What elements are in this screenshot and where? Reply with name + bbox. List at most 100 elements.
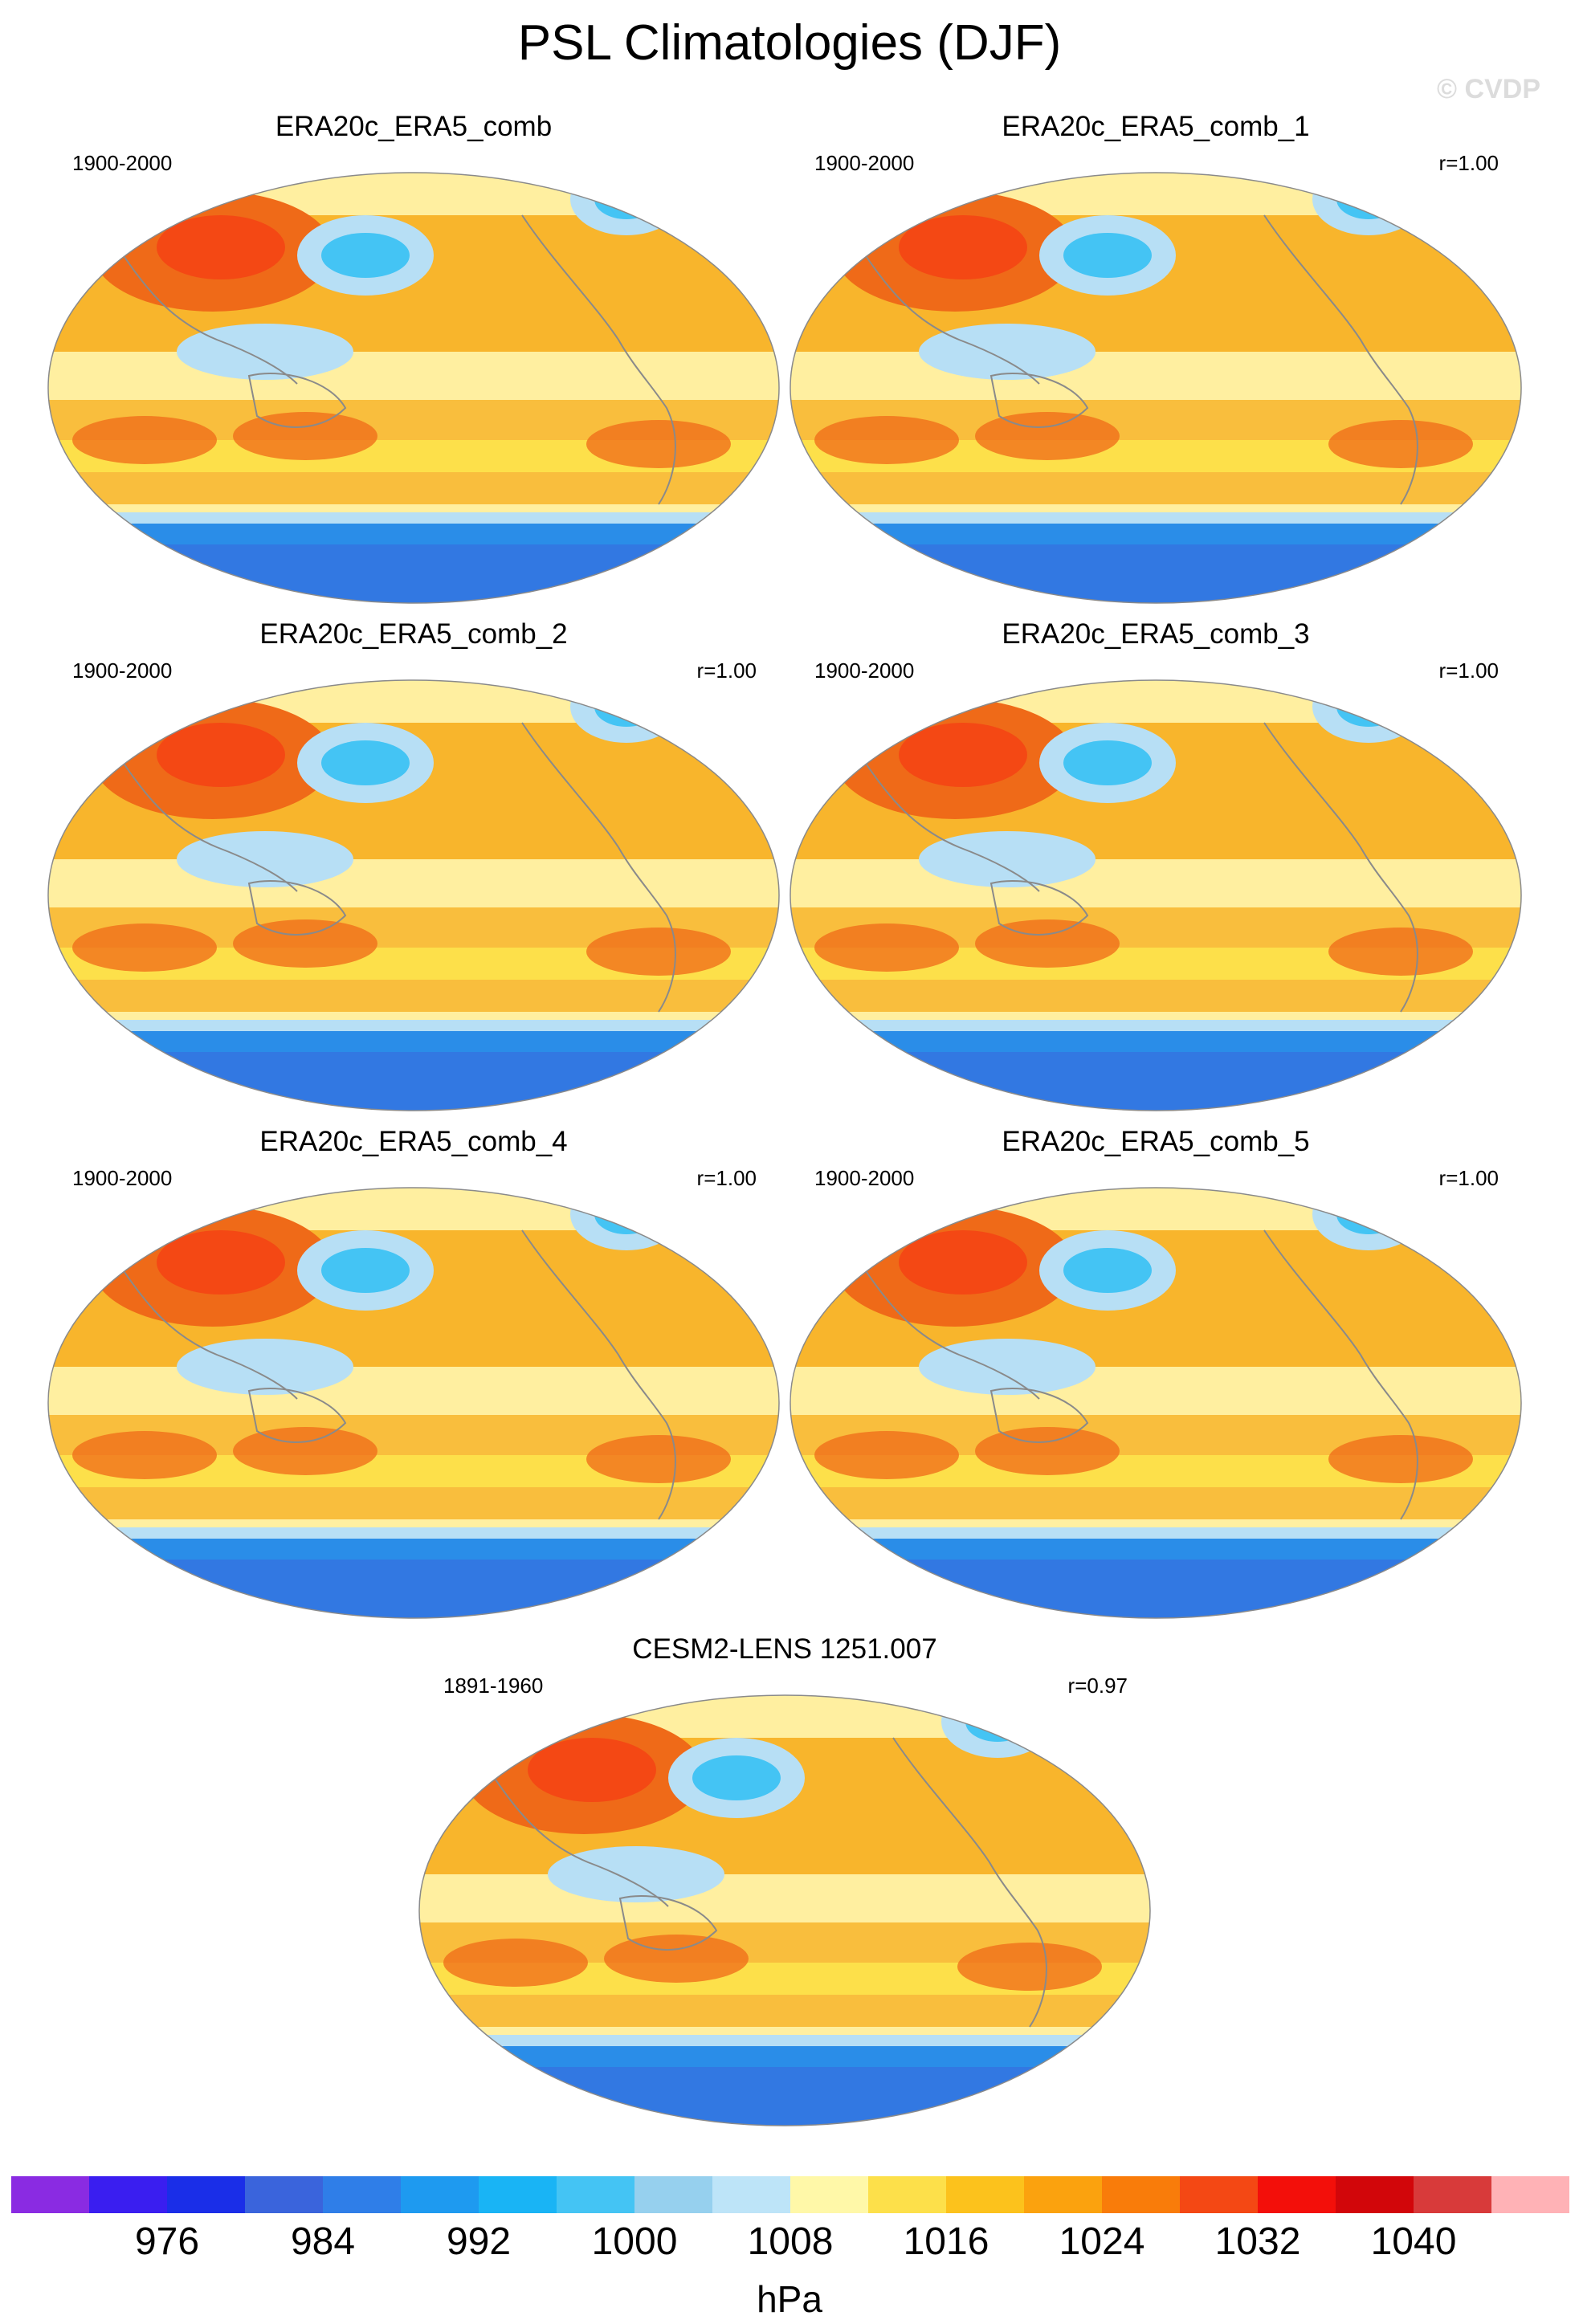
panel-title: CESM2-LENS 1251.007 [632,1633,937,1665]
map-field [419,1695,1150,2126]
subtropical-high [586,420,731,468]
coastline-americas [892,1737,1047,2028]
panel-title: ERA20c_ERA5_comb [275,111,553,142]
panel-correlation: r=1.00 [1438,658,1499,683]
subtropical-high [604,1935,749,1983]
subtropical-high [814,416,959,464]
colorbar-segment [479,2176,557,2213]
antarctic-edge [48,512,779,524]
colorbar-segment [11,2176,90,2213]
coastline-australia [247,373,347,428]
subtropical-high [814,923,959,972]
aleutian-low-core [321,740,410,785]
antarctic-core [790,544,1521,603]
subtropical-high [233,919,377,968]
coastline-asia [854,746,1040,892]
colorbar-tick-label: 1000 [591,2220,678,2263]
psl-map [418,1694,1151,2126]
map-panel: ERA20c_ERA5_comb_3 1900-2000 r=1.00 [782,618,1529,1116]
map-panel: ERA20c_ERA5_comb_5 1900-2000 r=1.00 [782,1126,1529,1624]
psl-map [47,172,780,604]
maritime-low [177,1339,353,1395]
antarctic-core [790,1560,1521,1618]
coastline-americas [521,214,676,505]
coastline-americas [521,1229,676,1520]
colorbar-segment [245,2176,324,2213]
map-field [48,173,779,603]
colorbar-tick-label: 1024 [1059,2220,1145,2263]
subtropical-high [72,923,217,972]
subtropical-high [233,1427,377,1475]
panel-period: 1900-2000 [72,658,173,683]
panel-period: 1891-1960 [443,1674,544,1698]
antarctic-edge [790,512,1521,524]
colorbar-segment [557,2176,635,2213]
colorbar-segment [712,2176,791,2213]
coastline-asia [854,1254,1040,1400]
aleutian-low-core [692,1755,781,1800]
colorbar-tick-label: 976 [134,2220,200,2263]
coastline-asia [112,239,298,385]
aleutian-low-core [1063,1248,1152,1293]
subtropical-high [975,412,1120,460]
subtropical-high [814,1431,959,1479]
aleutian-low-core [321,233,410,278]
map-outline [418,1694,1151,2126]
panel-correlation: r=1.00 [1438,1166,1499,1190]
colorbar-segment [1102,2176,1181,2213]
panel-title: ERA20c_ERA5_comb_5 [1002,1126,1310,1157]
colorbar-segment [1024,2176,1103,2213]
map-outline [47,679,780,1111]
antarctic-core [48,1052,779,1111]
map-outline [790,679,1522,1111]
psl-map [790,1187,1522,1619]
siberian-high-core [528,1738,656,1802]
map-panel: ERA20c_ERA5_comb_2 1900-2000 r=1.00 [40,618,787,1116]
colorbar-segment [401,2176,479,2213]
subtropical-high [1328,1435,1473,1483]
coastline-australia [618,1895,718,1951]
panel-period: 1900-2000 [814,658,915,683]
colorbar-segment [634,2176,713,2213]
psl-map [790,679,1522,1111]
aleutian-low-core [321,1248,410,1293]
antarctic-edge [790,1527,1521,1539]
siberian-high-core [899,1230,1027,1295]
psl-map [790,172,1522,604]
subtropical-high [586,928,731,976]
colorbar-tick-label: 984 [290,2220,356,2263]
panel-correlation: r=0.97 [1067,1674,1128,1698]
panel-title: ERA20c_ERA5_comb_1 [1002,111,1310,142]
colorbar-tick-label: 1040 [1370,2220,1457,2263]
coastline-australia [989,880,1089,936]
colorbar-segment [167,2176,246,2213]
coastline-americas [1263,722,1418,1013]
colorbar-segment [868,2176,947,2213]
colorbar [11,2176,1569,2213]
maritime-low [548,1846,724,1902]
panel-title: ERA20c_ERA5_comb_4 [259,1126,568,1157]
colorbar-segment [1180,2176,1259,2213]
map-outline [47,172,780,604]
colorbar-segment [323,2176,402,2213]
coastline-australia [247,880,347,936]
map-field [48,1188,779,1618]
colorbar-segment [1491,2176,1569,2213]
subtropical-high [957,1943,1102,1991]
maritime-low [919,831,1096,887]
antarctic-edge [48,1527,779,1539]
coastline-asia [112,1254,298,1400]
map-field [790,173,1521,603]
panel-correlation: r=1.00 [1438,151,1499,175]
map-outline [790,172,1522,604]
map-panel: ERA20c_ERA5_comb 1900-2000 [40,111,787,609]
colorbar-segment [1336,2176,1414,2213]
panel-correlation: r=1.00 [696,1166,757,1190]
siberian-high-core [899,723,1027,787]
map-field [790,1188,1521,1618]
panel-period: 1900-2000 [814,1166,915,1190]
map-outline [790,1187,1522,1619]
coastline-australia [989,1388,1089,1443]
coastline-australia [247,1388,347,1443]
coastline-americas [1263,1229,1418,1520]
